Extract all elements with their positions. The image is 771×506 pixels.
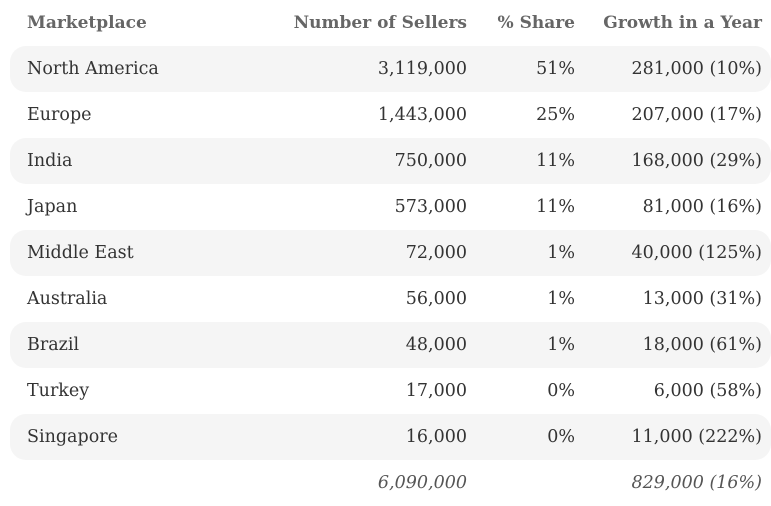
total-growth: 829,000 (16%) [631, 473, 762, 493]
table-row: Turkey 17,000 0% 6,000 (58%) [10, 368, 771, 414]
totals-row: 6,090,000 829,000 (16%) [10, 460, 771, 506]
marketplace-cell: India [27, 151, 73, 171]
table-row: Brazil 48,000 1% 18,000 (61%) [10, 322, 771, 368]
sellers-cell: 1,443,000 [377, 105, 467, 125]
table-row: Singapore 16,000 0% 11,000 (222%) [10, 414, 771, 460]
table-row: Europe 1,443,000 25% 207,000 (17%) [10, 92, 771, 138]
share-cell: 51% [536, 59, 575, 79]
growth-cell: 81,000 (16%) [642, 197, 762, 217]
sellers-cell: 750,000 [394, 151, 467, 171]
marketplace-cell: Turkey [27, 381, 90, 401]
table-row: Australia 56,000 1% 13,000 (31%) [10, 276, 771, 322]
growth-cell: 13,000 (31%) [642, 289, 762, 309]
growth-cell: 6,000 (58%) [653, 381, 762, 401]
sellers-cell: 48,000 [405, 335, 467, 355]
growth-cell: 18,000 (61%) [642, 335, 762, 355]
header-number-of-sellers: Number of Sellers [293, 13, 467, 33]
sellers-cell: 72,000 [405, 243, 467, 263]
growth-cell: 168,000 (29%) [631, 151, 762, 171]
marketplace-cell: Middle East [27, 243, 134, 263]
table-row: Middle East 72,000 1% 40,000 (125%) [10, 230, 771, 276]
growth-cell: 207,000 (17%) [631, 105, 762, 125]
header-growth-in-a-year: Growth in a Year [603, 13, 762, 33]
growth-cell: 40,000 (125%) [631, 243, 762, 263]
share-cell: 1% [547, 335, 575, 355]
sellers-cell: 3,119,000 [377, 59, 467, 79]
sellers-cell: 573,000 [394, 197, 467, 217]
growth-cell: 281,000 (10%) [631, 59, 762, 79]
marketplace-cell: Europe [27, 105, 92, 125]
marketplace-cell: North America [27, 59, 159, 79]
total-sellers: 6,090,000 [377, 473, 467, 493]
marketplace-cell: Japan [27, 197, 78, 217]
share-cell: 1% [547, 243, 575, 263]
sellers-cell: 17,000 [405, 381, 467, 401]
table-row: India 750,000 11% 168,000 (29%) [10, 138, 771, 184]
share-cell: 0% [547, 427, 575, 447]
sellers-cell: 56,000 [405, 289, 467, 309]
table-row: North America 3,119,000 51% 281,000 (10%… [10, 46, 771, 92]
growth-cell: 11,000 (222%) [631, 427, 762, 447]
table-row: Japan 573,000 11% 81,000 (16%) [10, 184, 771, 230]
share-cell: 1% [547, 289, 575, 309]
share-cell: 11% [536, 151, 575, 171]
marketplace-cell: Brazil [27, 335, 80, 355]
share-cell: 11% [536, 197, 575, 217]
table-header-row: Marketplace Number of Sellers % Share Gr… [10, 0, 771, 46]
marketplace-cell: Singapore [27, 427, 118, 447]
header-percent-share: % Share [497, 13, 576, 33]
marketplace-cell: Australia [27, 289, 108, 309]
sellers-cell: 16,000 [405, 427, 467, 447]
share-cell: 25% [536, 105, 575, 125]
share-cell: 0% [547, 381, 575, 401]
header-marketplace: Marketplace [27, 13, 147, 33]
